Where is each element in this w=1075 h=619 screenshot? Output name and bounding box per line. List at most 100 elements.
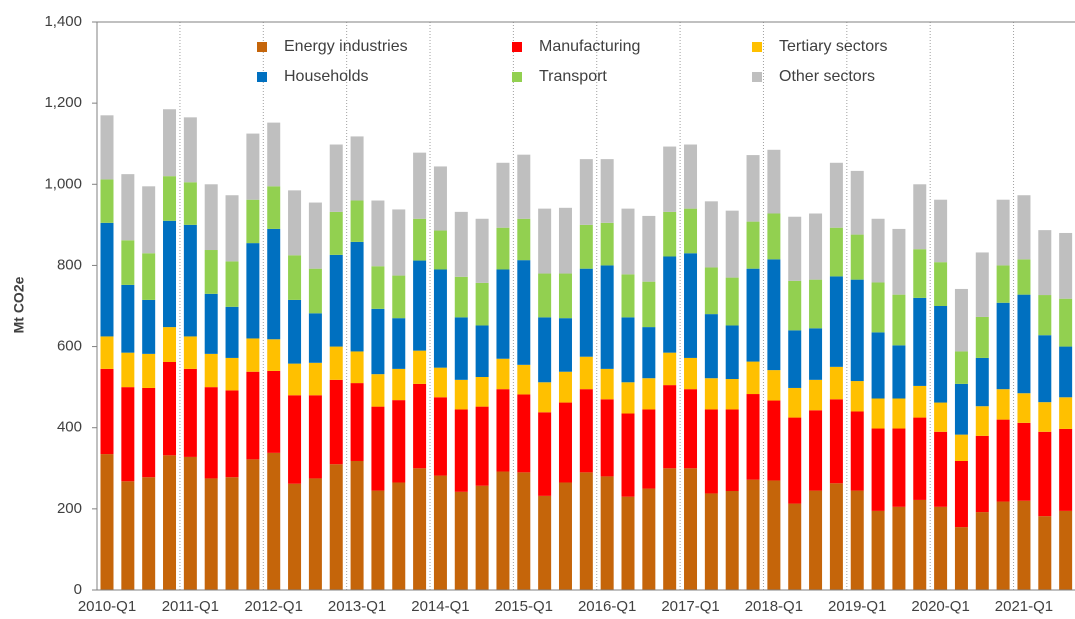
bar-segment — [371, 374, 385, 407]
bar-segment — [850, 490, 864, 590]
bar-segment — [225, 261, 239, 307]
bar-segment — [767, 149, 781, 214]
bar-segment — [100, 336, 114, 369]
bar-segment — [163, 176, 177, 221]
bar-segment — [621, 413, 635, 497]
legend-swatch — [752, 42, 762, 52]
bar-segment — [288, 299, 302, 364]
bar-segment — [121, 352, 135, 388]
bar-segment — [663, 256, 677, 353]
bar-segment — [517, 260, 531, 365]
bar-segment — [558, 402, 572, 483]
bar-segment — [475, 282, 489, 326]
bar-segment — [308, 268, 322, 314]
bar-segment — [975, 406, 989, 436]
x-tick-label: 2011-Q1 — [162, 598, 219, 615]
legend-swatch — [257, 42, 267, 52]
bar-segment — [829, 276, 843, 367]
bar-segment — [1059, 510, 1073, 590]
bar-segment — [267, 339, 281, 371]
bar-segment — [163, 361, 177, 456]
x-tick-label: 2020-Q1 — [911, 598, 969, 615]
bar-segment — [142, 186, 156, 254]
bar-segment — [413, 152, 427, 219]
bar-segment — [121, 481, 135, 590]
bar-segment — [183, 336, 197, 369]
bar-segment — [329, 254, 343, 347]
legend-label: Manufacturing — [539, 38, 640, 55]
bar-segment — [350, 200, 364, 242]
bar-segment — [538, 273, 552, 318]
bar-segment — [663, 211, 677, 257]
bar-segment — [725, 409, 739, 492]
bar-segment — [100, 222, 114, 337]
bar-segment — [454, 211, 468, 277]
bar-segment — [183, 224, 197, 337]
bar-segment — [767, 213, 781, 260]
y-tick-label: 0 — [74, 581, 82, 598]
bar-segment — [371, 490, 385, 590]
bar-segment — [558, 371, 572, 403]
bar-segment — [975, 316, 989, 358]
bar-segment — [892, 228, 906, 295]
bar-segment — [913, 499, 927, 590]
bar-segment — [871, 282, 885, 333]
bar-segment — [704, 267, 718, 315]
bar-segment — [413, 468, 427, 590]
bar-segment — [767, 370, 781, 401]
bar-segment — [1059, 298, 1073, 347]
bar-segment — [934, 402, 948, 432]
bar-segment — [100, 368, 114, 455]
bar-segment — [433, 230, 447, 270]
bar-segment — [183, 368, 197, 457]
bar-segment — [913, 249, 927, 298]
bar-segment — [954, 434, 968, 461]
x-tick-label: 2019-Q1 — [828, 598, 886, 615]
bar-segment — [829, 399, 843, 484]
bar-segment — [579, 356, 593, 390]
bar-segment — [767, 480, 781, 590]
bar-segment — [809, 379, 823, 411]
bar-segment — [183, 117, 197, 183]
bar-segment — [350, 460, 364, 590]
bar-segment — [288, 395, 302, 484]
bar-segment — [621, 317, 635, 383]
bar-segment — [913, 184, 927, 250]
bar-segment — [809, 213, 823, 280]
bar-segment — [267, 122, 281, 187]
bar-segment — [809, 279, 823, 329]
bar-segment — [684, 253, 698, 358]
bar-segment — [746, 268, 760, 362]
bar-segment — [1017, 422, 1031, 501]
bar-segment — [642, 378, 656, 410]
bar-segment — [663, 146, 677, 212]
bar-segment — [246, 199, 260, 244]
x-tick-label: 2013-Q1 — [328, 598, 386, 615]
bar-segment — [1059, 397, 1073, 429]
bar-segment — [725, 379, 739, 410]
bar-segment — [433, 397, 447, 476]
bar-segment — [392, 400, 406, 483]
bar-segment — [600, 159, 614, 223]
bar-segment — [163, 455, 177, 590]
bar-segment — [121, 174, 135, 241]
bar-segment — [1059, 428, 1073, 511]
x-tick-label: 2015-Q1 — [495, 598, 553, 615]
bar-segment — [204, 353, 218, 388]
bar-segment — [579, 224, 593, 269]
bar-segment — [725, 325, 739, 380]
bar-segment — [163, 109, 177, 177]
bar-segment — [538, 317, 552, 383]
bar-segment — [996, 501, 1010, 590]
bar-segment — [954, 288, 968, 352]
bar-segment — [642, 281, 656, 328]
bar-segment — [663, 468, 677, 590]
bar-segment — [1059, 232, 1073, 299]
bar-segment — [517, 154, 531, 219]
bar-segment — [746, 221, 760, 269]
bar-segment — [475, 377, 489, 407]
bar-segment — [433, 166, 447, 231]
bar-segment — [746, 479, 760, 590]
bar-segment — [829, 162, 843, 228]
